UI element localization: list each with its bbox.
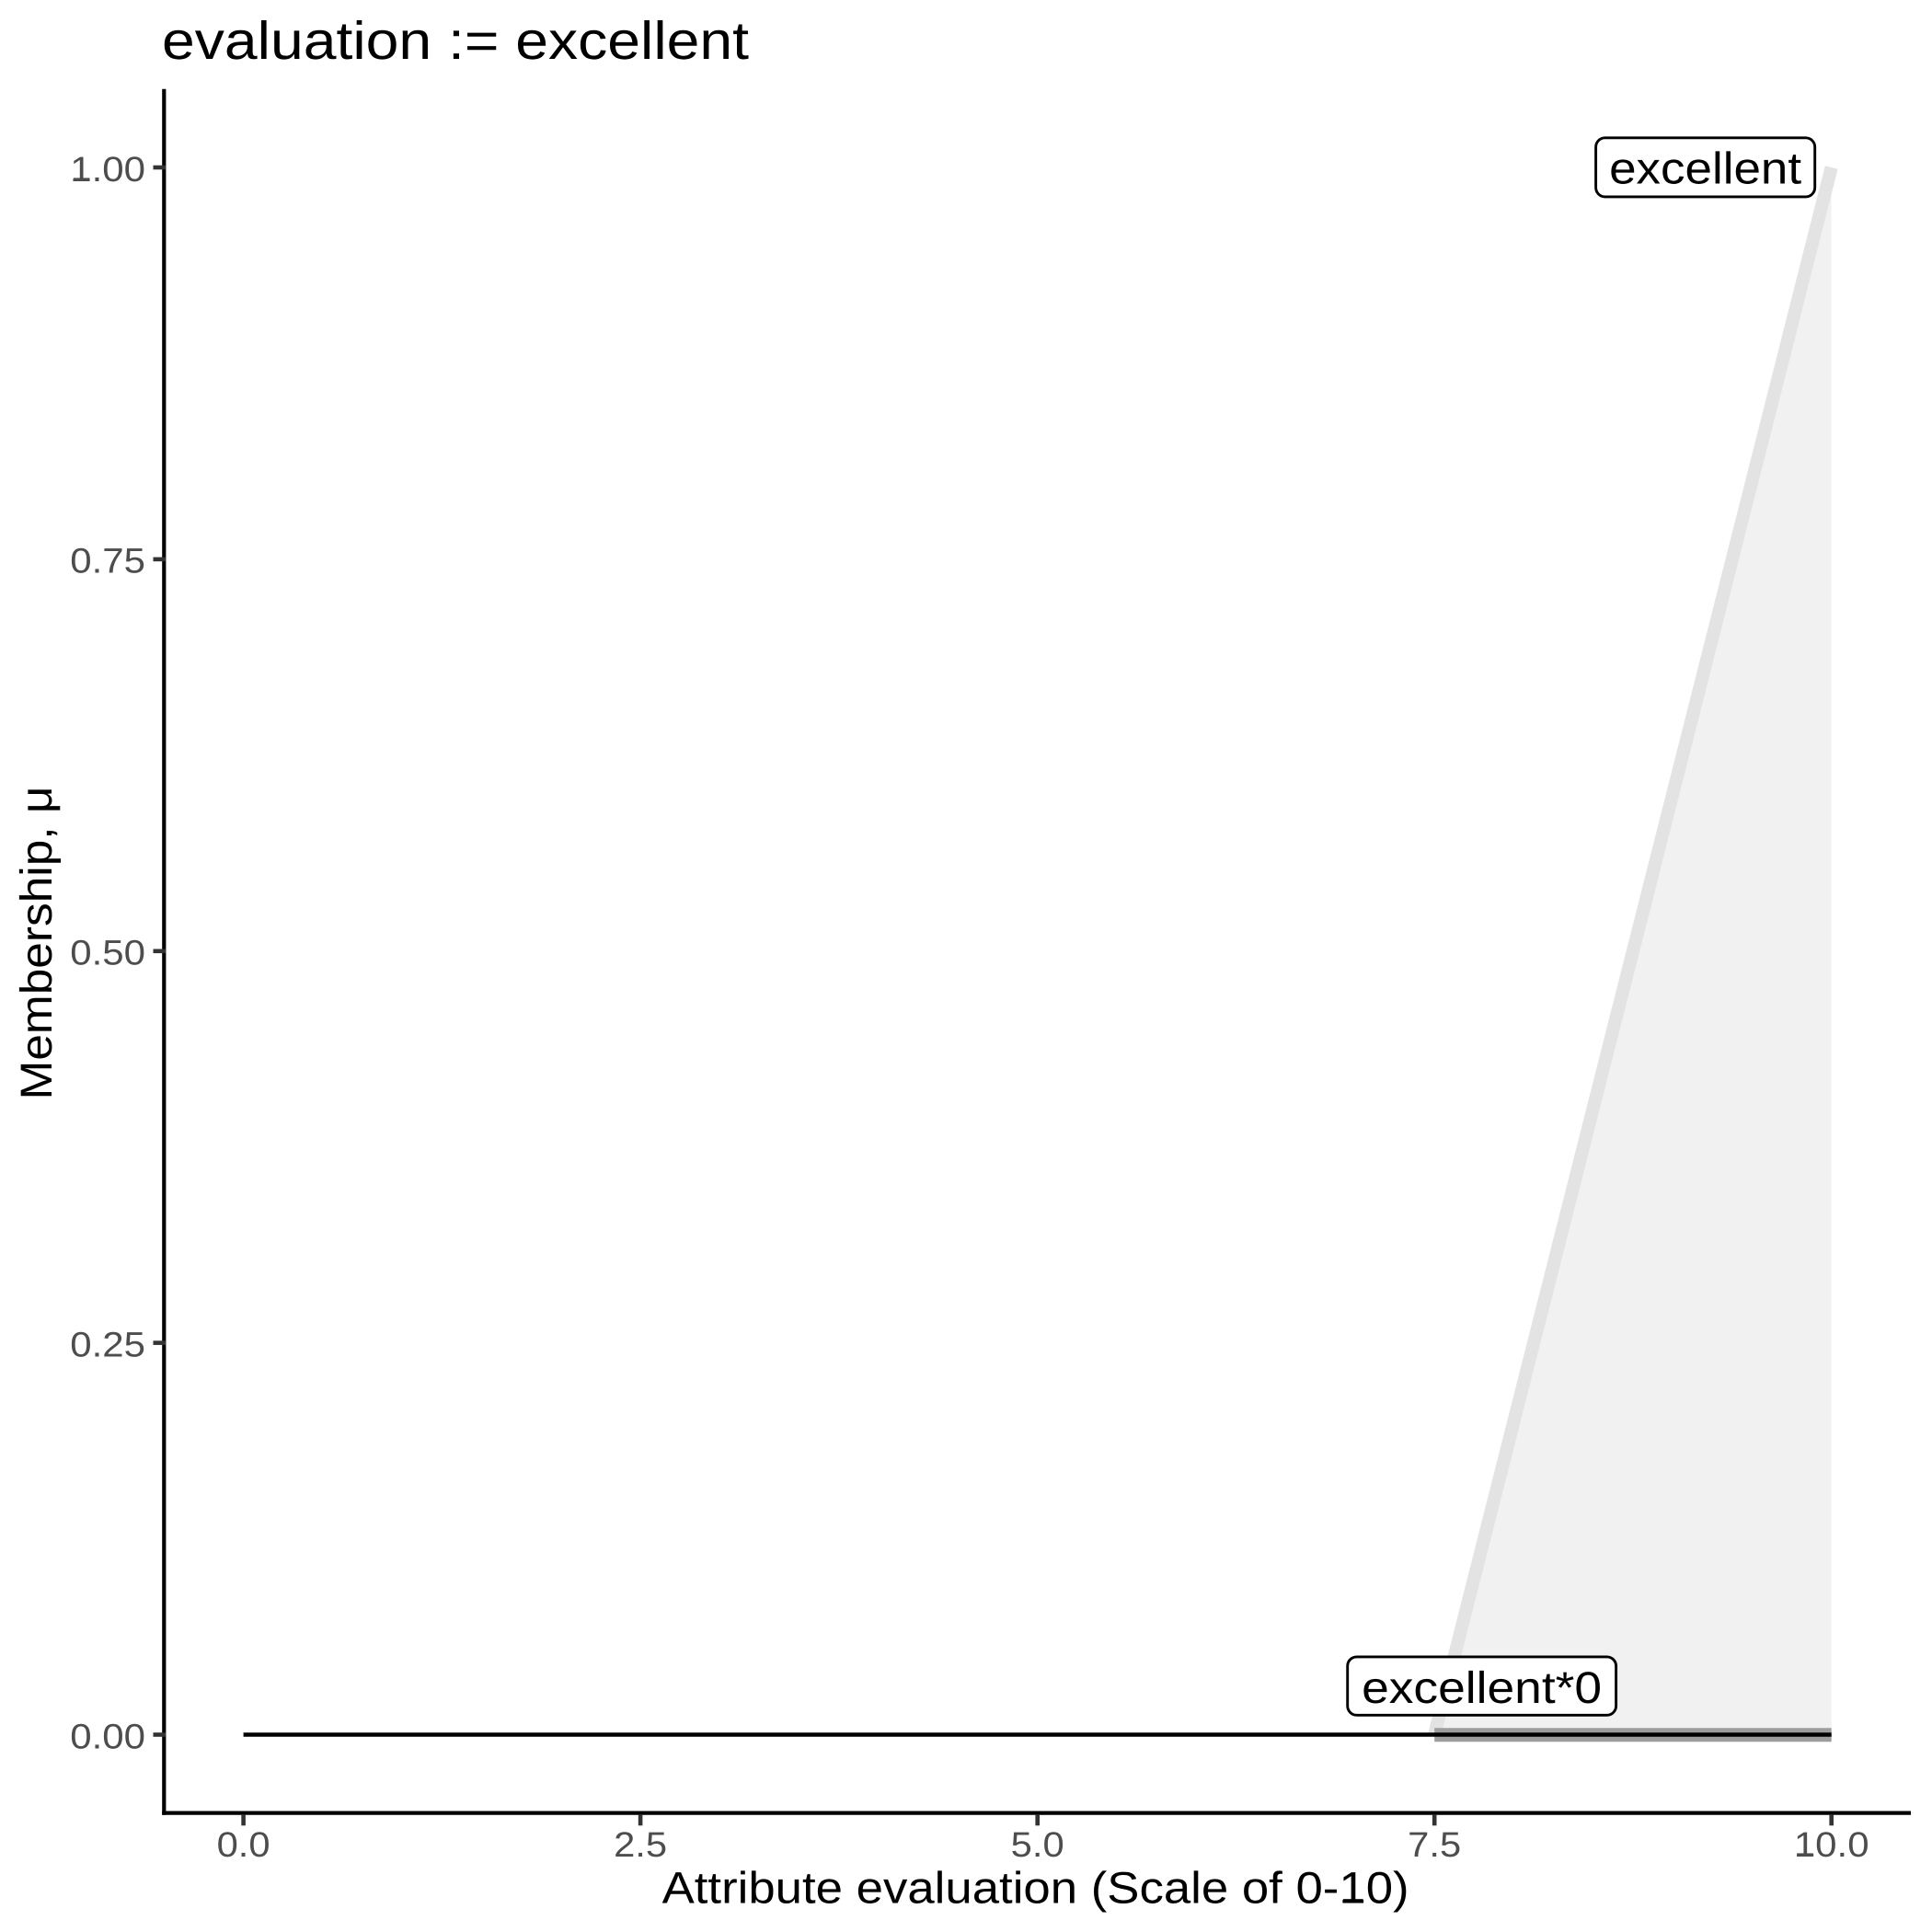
svg-text:0.25: 0.25 [70, 1325, 145, 1364]
svg-text:Attribute evaluation (Scale of: Attribute evaluation (Scale of 0-10) [662, 1864, 1409, 1914]
svg-text:evaluation := excellent: evaluation := excellent [162, 11, 749, 71]
svg-text:2.5: 2.5 [614, 1825, 667, 1865]
svg-text:5.0: 5.0 [1011, 1825, 1064, 1865]
svg-text:excellent*0: excellent*0 [1362, 1663, 1602, 1713]
svg-text:0.00: 0.00 [70, 1717, 145, 1756]
svg-text:excellent: excellent [1609, 144, 1802, 193]
svg-text:0.0: 0.0 [217, 1825, 270, 1865]
svg-text:Membership, μ: Membership, μ [12, 787, 62, 1100]
svg-text:7.5: 7.5 [1408, 1825, 1461, 1865]
svg-text:10.0: 10.0 [1794, 1825, 1869, 1865]
svg-text:0.50: 0.50 [70, 934, 145, 973]
svg-text:1.00: 1.00 [70, 150, 145, 190]
svg-text:0.75: 0.75 [70, 542, 145, 581]
